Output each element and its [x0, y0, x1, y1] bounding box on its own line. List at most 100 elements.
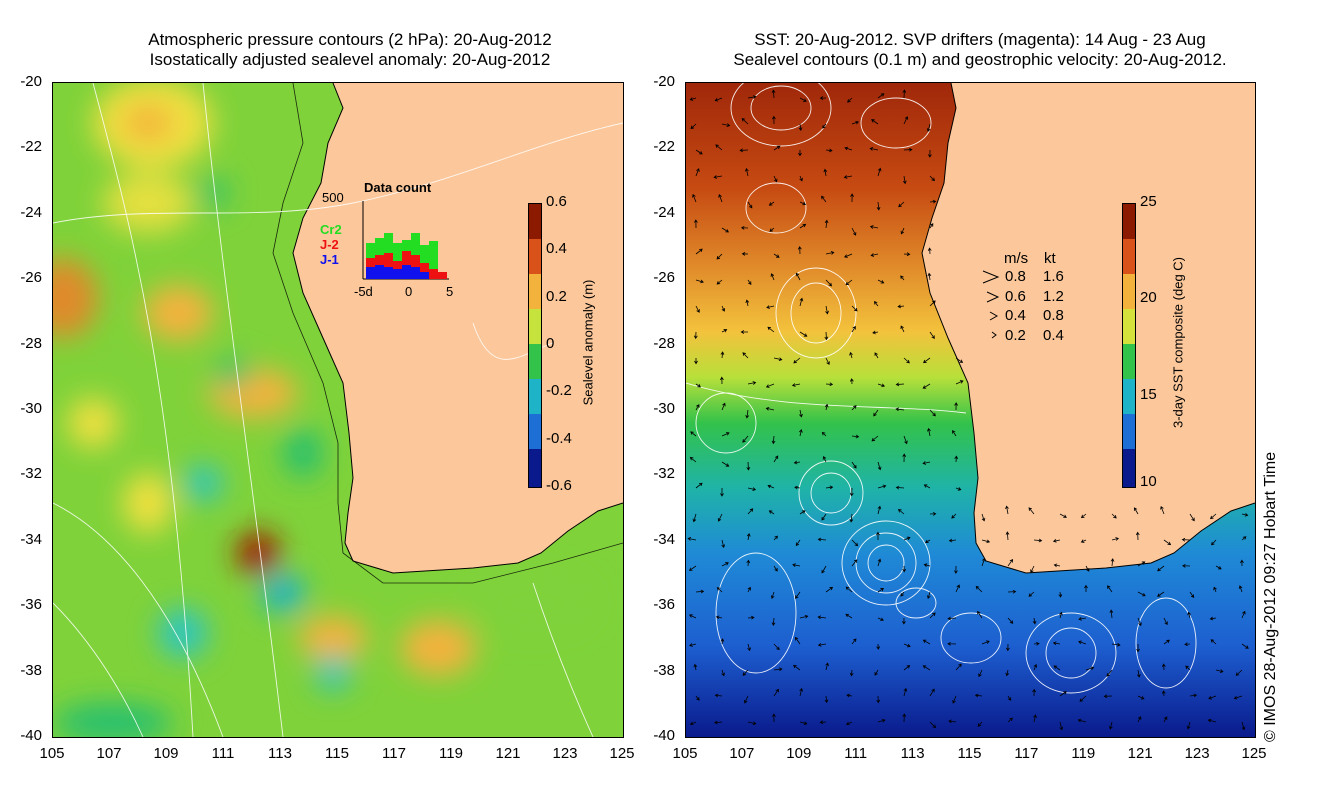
velocity-arrow [903, 665, 911, 671]
velocity-arrow [746, 461, 751, 471]
velocity-arrow [845, 279, 853, 286]
velocity-arrow [927, 247, 932, 255]
velocity-arrow [1080, 513, 1087, 519]
velocity-arrow [902, 617, 906, 625]
velocity-arrow [977, 610, 983, 619]
velocity-arrow [1185, 665, 1191, 671]
velocity-arrow [895, 382, 905, 387]
velocity-legend-kt: 0.8 [1043, 307, 1064, 324]
lon-tick-label: 123 [552, 745, 578, 762]
velocity-arrow [721, 562, 729, 567]
lon-tick-label: 105 [672, 745, 698, 762]
velocity-arrow [877, 383, 886, 388]
velocity-arrow [795, 539, 801, 547]
velocity-arrow [742, 435, 749, 443]
velocity-arrow [926, 591, 931, 600]
velocity-legend-ms: 0.6 [1005, 287, 1026, 305]
velocity-arrow [1163, 716, 1168, 723]
lat-tick-label: -22 [653, 138, 675, 156]
right-colorbar-tick: 20 [1140, 289, 1157, 306]
velocity-arrow [948, 538, 957, 543]
velocity-arrow [1028, 507, 1035, 515]
velocity-arrow [1161, 690, 1166, 697]
velocity-arrow [922, 383, 931, 389]
velocity-arrow [1182, 563, 1191, 568]
velocity-arrow [1189, 513, 1195, 522]
velocity-arrow [793, 460, 801, 465]
velocity-arrow [695, 383, 701, 388]
velocity-arrow [1241, 643, 1249, 649]
right-title: SST: 20-Aug-2012. SVP drifters (magenta)… [660, 30, 1300, 70]
velocity-arrow [773, 145, 781, 151]
velocity-arrow [877, 167, 882, 177]
lon-tick-label: 113 [900, 745, 925, 762]
lat-tick-label: -24 [20, 203, 42, 221]
velocity-arrow [851, 120, 860, 125]
velocity-arrow [1240, 559, 1244, 567]
velocity-arrow [877, 279, 885, 284]
velocity-arrow [895, 485, 905, 490]
velocity-arrow [876, 531, 880, 541]
left-colorbar-tick: 0.6 [546, 193, 567, 210]
velocity-arrow [695, 404, 700, 411]
velocity-arrow [1059, 721, 1064, 731]
velocity-arrow [851, 539, 859, 547]
inset-xtick-0: 0 [405, 284, 413, 299]
velocity-arrow [1210, 639, 1217, 645]
velocity-arrow [695, 168, 700, 177]
velocity-arrow [1111, 642, 1121, 647]
velocity-arrow [902, 565, 907, 573]
left-colorbar-label: Sealevel anomaly (m) [580, 279, 596, 406]
left-map-sealevel-anomaly [52, 82, 624, 738]
velocity-arrow [690, 123, 697, 130]
lon-tick-label: 119 [439, 745, 463, 762]
velocity-arrow [819, 720, 827, 725]
lon-tick-label: 107 [729, 745, 755, 762]
velocity-arrow [929, 511, 937, 516]
velocity-arrow [895, 407, 905, 412]
velocity-arrow [929, 223, 934, 229]
lat-tick-label: -38 [653, 661, 675, 679]
velocity-legend-ms: 0.8 [1005, 268, 1026, 285]
left-colorbar-tick: 0.4 [546, 240, 567, 258]
velocity-arrow [877, 617, 884, 622]
velocity-arrow [1111, 537, 1120, 541]
velocity-arrow [1085, 666, 1095, 671]
velocity-arrow [851, 559, 858, 567]
velocity-arrow [793, 357, 801, 364]
velocity-arrow [1207, 718, 1217, 723]
left-title-line2: Isostatically adjusted sealevel anomaly:… [149, 50, 551, 69]
velocity-arrow [1006, 643, 1010, 652]
velocity-arrow [741, 118, 749, 125]
velocity-arrow [922, 639, 931, 645]
velocity-arrow [877, 461, 882, 471]
lat-tick-label: -26 [653, 269, 675, 287]
velocity-arrow [773, 688, 779, 697]
velocity-arrow [721, 432, 730, 437]
velocity-arrow [720, 351, 725, 359]
velocity-legend-kt: 1.6 [1043, 268, 1064, 285]
velocity-arrow [955, 584, 960, 593]
velocity-arrow [766, 305, 775, 309]
velocity-arrow [1080, 539, 1087, 543]
velocity-arrow [1133, 507, 1139, 515]
velocity-legend-kt: 1.2 [1043, 287, 1064, 305]
velocity-arrow [1238, 585, 1243, 593]
lon-tick-label: 121 [1127, 745, 1153, 762]
velocity-arrow [715, 615, 723, 620]
geostrophic-velocity-arrows [687, 89, 1249, 731]
velocity-arrow [1007, 717, 1013, 723]
velocity-arrow [1235, 669, 1243, 676]
velocity-arrow [714, 720, 723, 725]
velocity-arrow [799, 687, 804, 697]
velocity-arrow [773, 667, 783, 672]
lat-tick-label: -24 [653, 203, 675, 221]
velocity-arrow [773, 175, 778, 183]
velocity-arrow [900, 591, 905, 597]
lat-tick-label: -36 [20, 596, 42, 614]
velocity-arrow [695, 482, 703, 489]
velocity-arrow [903, 435, 908, 445]
right-colorbar-tick: 10 [1140, 473, 1157, 490]
velocity-arrow [716, 587, 723, 593]
velocity-arrow [877, 505, 882, 515]
